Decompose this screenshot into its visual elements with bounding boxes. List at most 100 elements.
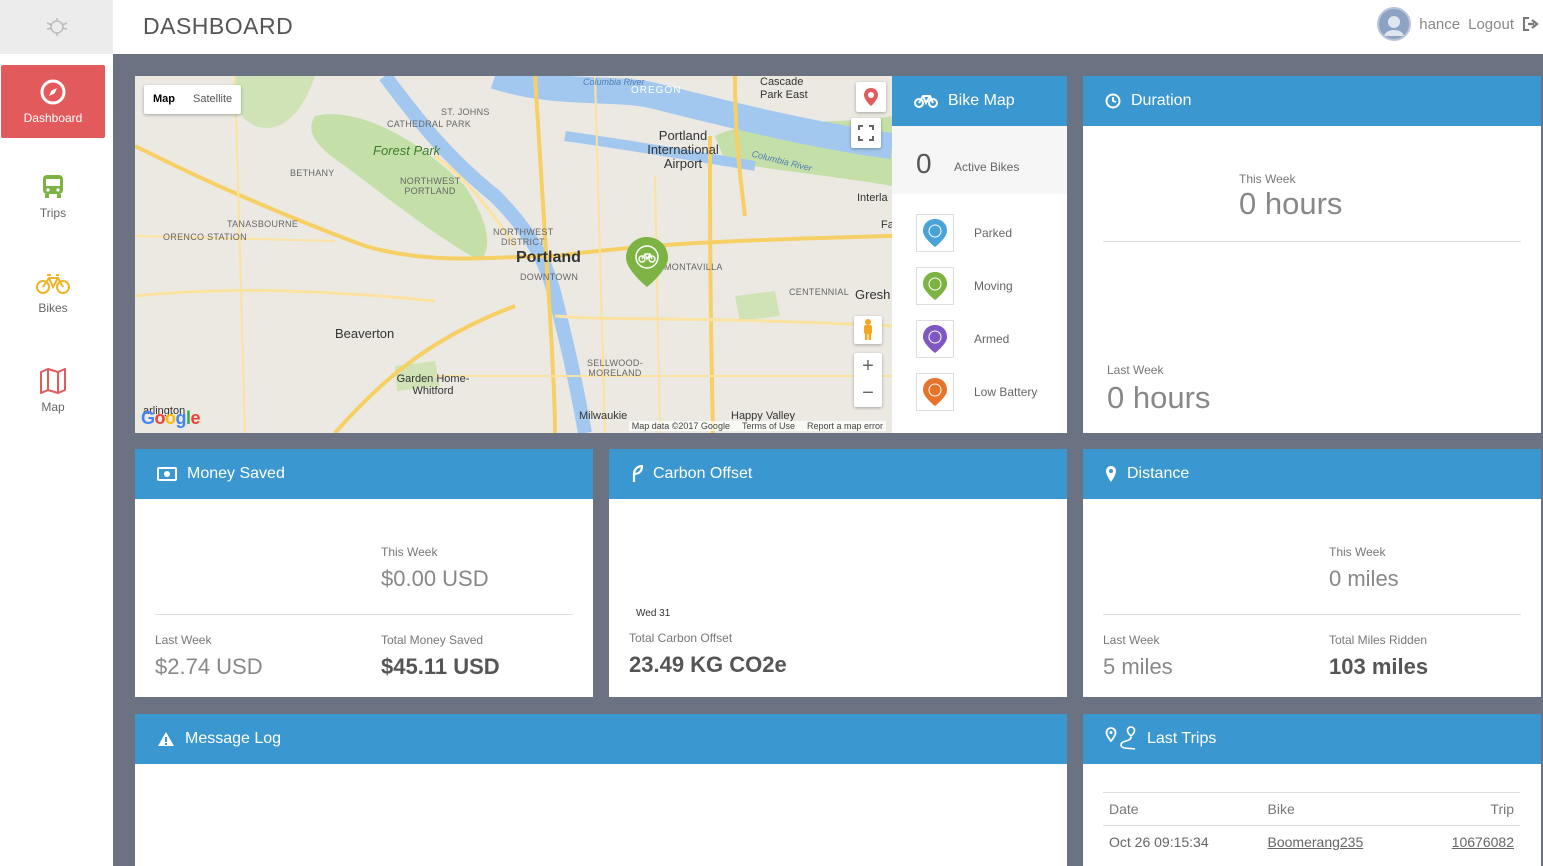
map-type-control[interactable]: Map Satellite <box>144 85 242 114</box>
trip-date: Oct 26 09:15:34 <box>1103 825 1262 858</box>
legend-low-battery: Low Battery <box>916 373 1037 411</box>
map-label-nw-portland: NORTHWEST PORTLAND <box>400 176 461 196</box>
compass-icon <box>40 79 66 104</box>
warning-icon <box>158 732 174 746</box>
sidebar-item-map[interactable]: Map <box>1 354 105 427</box>
avatar[interactable] <box>1377 7 1412 41</box>
sidebar-item-bikes[interactable]: Bikes <box>1 257 105 330</box>
duration-this-week-value: 0 hours <box>1239 186 1343 221</box>
zoom-in-button[interactable]: + <box>862 355 874 377</box>
street-view-button[interactable] <box>854 316 882 344</box>
map-label-forest-park: Forest Park <box>373 143 441 158</box>
bike-icon <box>914 95 938 108</box>
money-this-week-label: This Week <box>381 545 438 559</box>
sidebar-item-dashboard[interactable]: Dashboard <box>1 65 105 138</box>
money-last-week-value: $2.74 USD <box>155 654 263 679</box>
carbon-offset-panel: Carbon Offset Wed 31 Total Carbon Offset… <box>609 449 1067 697</box>
fullscreen-icon <box>858 125 874 141</box>
map-label-arlington: arlington <box>143 405 186 417</box>
map-type-satellite[interactable]: Satellite <box>193 93 233 105</box>
carbon-total-label: Total Carbon Offset <box>629 631 733 645</box>
last-trips-header: Last Trips <box>1083 714 1541 764</box>
map-fullscreen-button[interactable] <box>851 118 881 148</box>
marker-moving-icon <box>923 272 947 300</box>
avatar-icon <box>1384 16 1405 36</box>
pegman-icon <box>864 319 872 340</box>
map-label-orenco: ORENCO STATION <box>163 232 247 242</box>
money-saved-header: Money Saved <box>135 449 593 499</box>
map-label-tanasbourne: TANASBOURNE <box>227 219 299 229</box>
duration-last-week-value: 0 hours <box>1107 380 1211 415</box>
trip-id-link[interactable]: 10676082 <box>1451 834 1514 850</box>
map-label-gresh: Gresh <box>855 287 891 302</box>
column-header-bike: Bike <box>1261 792 1415 826</box>
google-logo: Google <box>141 408 201 428</box>
map-label-milwaukie: Milwaukie <box>579 410 628 422</box>
sidebar-item-label: Trips <box>39 205 67 220</box>
map-label-downtown: DOWNTOWN <box>520 272 579 282</box>
map-label-fa: Fa <box>881 219 892 231</box>
carbon-total-value: 23.49 KG CO2e <box>629 652 787 677</box>
report-error-link[interactable]: Report a map error <box>806 421 883 431</box>
sidebar-item-trips[interactable]: Trips <box>1 160 105 233</box>
zoom-out-button[interactable]: − <box>862 382 874 404</box>
message-log-header: Message Log <box>135 714 1067 764</box>
distance-this-week-label: This Week <box>1329 545 1386 559</box>
map-label-montavilla: MONTAVILLA <box>664 262 723 272</box>
legend-label: Moving <box>974 279 1013 293</box>
money-saved-panel: Money Saved This Week $0.00 USD Last Wee… <box>135 449 593 697</box>
last-trips-title: Last Trips <box>1147 730 1217 747</box>
map-view[interactable]: Map Satellite + − Portland DOWNTOWN Beav… <box>135 76 892 433</box>
message-log-title: Message Log <box>185 730 282 747</box>
money-this-week-value: $0.00 USD <box>381 566 489 591</box>
sidebar-item-label: Dashboard <box>23 110 83 125</box>
sidebar: Dashboard Trips Bikes Map <box>0 0 113 866</box>
map-label-st-johns: ST. JOHNS <box>441 107 490 117</box>
zoom-control[interactable]: + − <box>854 353 882 407</box>
route-icon <box>1105 726 1136 750</box>
duration-last-week-label: Last Week <box>1107 363 1164 377</box>
map-label-columbia-river-1: Columbia River <box>583 77 645 87</box>
map-location-button[interactable] <box>856 82 886 112</box>
map-label-sellwood: SELLWOOD-MORELAND <box>586 358 644 378</box>
trip-bike-link[interactable]: Boomerang235 <box>1267 834 1364 850</box>
terms-link[interactable]: Terms of Use <box>741 421 795 431</box>
column-header-trip: Trip <box>1414 792 1520 826</box>
message-log-panel: Message Log <box>135 714 1067 866</box>
clock-icon <box>1105 93 1121 109</box>
map-label-cathedral-park: CATHEDRAL PARK <box>387 119 472 129</box>
map-data-credit: Map data ©2017 Google <box>631 421 730 431</box>
money-icon <box>157 467 177 481</box>
bike-icon <box>36 273 70 294</box>
map-type-map[interactable]: Map <box>153 93 175 105</box>
divider <box>1103 614 1521 615</box>
bike-marker-icon[interactable] <box>625 236 669 288</box>
logout-icon[interactable] <box>1522 16 1539 32</box>
legend-parked: Parked <box>916 214 1012 252</box>
map-label-interla: Interla <box>857 192 888 204</box>
sidebar-item-label: Bikes <box>38 300 68 315</box>
bike-map-panel: Bike Map 0 Active Bikes Parked Moving Ar… <box>892 76 1067 433</box>
legend-label: Low Battery <box>974 385 1038 399</box>
money-total-value: $45.11 USD <box>381 654 500 679</box>
user-area: hance Logout <box>1377 7 1539 41</box>
map-label-airport: Portland International Airport <box>647 128 719 171</box>
distance-header: Distance <box>1083 449 1541 499</box>
logo[interactable] <box>0 0 113 54</box>
active-bikes-label: Active Bikes <box>954 160 1020 174</box>
map-icon <box>40 367 66 394</box>
map-label-beaverton: Beaverton <box>335 326 395 341</box>
legend-armed: Armed <box>916 320 1009 358</box>
marker-armed-icon <box>923 325 947 353</box>
distance-last-week-label: Last Week <box>1103 633 1160 647</box>
logout-link[interactable]: Logout <box>1468 15 1514 33</box>
legend-moving: Moving <box>916 267 1013 305</box>
map-roads <box>135 76 892 433</box>
map-footer: Map data ©2017 Google Terms of Use Repor… <box>628 421 886 431</box>
map-label-nw-district: NORTHWEST DISTRICT <box>493 227 554 247</box>
legend-label: Armed <box>974 332 1010 346</box>
bike-map-header: Bike Map <box>892 76 1067 126</box>
bus-icon <box>43 174 63 198</box>
map-label-cascade-park: Cascade Park East <box>760 76 808 101</box>
logo-icon <box>46 18 67 36</box>
